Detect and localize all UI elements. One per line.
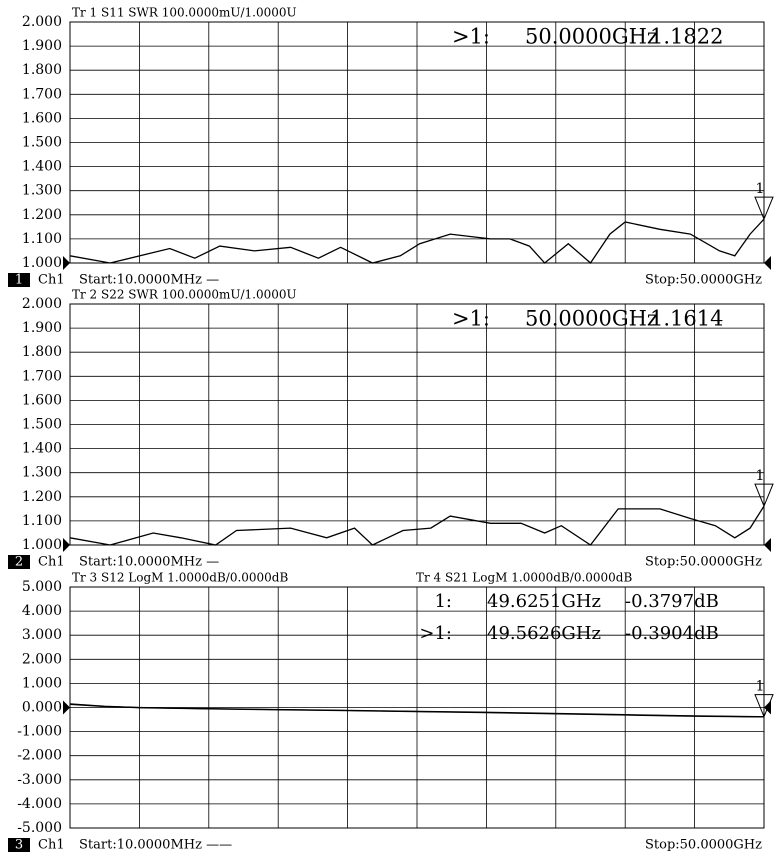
y-tick-label: 1.000 [22,537,62,553]
marker-frequency: 50.0000GHz [525,307,658,331]
y-tick-label: 2.000 [22,14,62,30]
y-tick-label: -5.000 [17,820,62,836]
marker-triangle [754,483,774,508]
marker-label: >1: [419,623,452,644]
trace-header: Tr 2 S22 SWR 100.0000mU/1.0000U [72,288,297,302]
marker-symbol: 1 [756,181,765,197]
trace-header: Tr 4 S21 LogM 1.0000dB/0.0000dB [416,571,632,585]
marker-symbol: 1 [756,679,765,695]
marker-value: 1.1614 [650,307,723,331]
marker-symbol: 1 [756,468,765,484]
marker-value: -0.3904dB [625,623,719,644]
channel-label: Ch1 [38,273,65,288]
y-tick-label: 1.400 [22,441,62,457]
y-tick-label: 1.900 [22,320,62,336]
stop-frequency: Stop:50.0000GHz [645,273,762,288]
start-frequency: Start:10.0000MHz — [79,273,219,288]
channel-box [8,273,30,287]
trace-header: Tr 3 S12 LogM 1.0000dB/0.0000dB [72,571,288,585]
y-tick-label: 1.000 [22,675,62,691]
y-tick-label: 1.200 [22,207,62,223]
stop-frequency: Stop:50.0000GHz [645,838,762,853]
channel-box [8,838,30,852]
y-tick-label: 1.500 [22,417,62,433]
reference-arrow [63,538,70,552]
marker-frequency: 50.0000GHz [525,25,658,49]
y-tick-label: 1.400 [22,159,62,175]
y-tick-label: 1.600 [22,110,62,126]
marker-triangle [754,694,774,718]
start-frequency: Start:10.0000MHz — [79,555,219,570]
y-tick-label: -4.000 [17,796,62,812]
channel-number: 2 [15,555,23,570]
y-tick-label: 3.000 [22,627,62,643]
y-tick-label: 1.600 [22,392,62,408]
y-tick-label: 1.200 [22,489,62,505]
y-tick-label: -3.000 [17,772,62,788]
reference-arrow [764,256,771,270]
y-tick-label: 0.000 [22,700,62,716]
y-tick-label: 1.300 [22,183,62,199]
y-tick-label: 1.800 [22,344,62,360]
y-tick-label: 1.800 [22,62,62,78]
marker-label: >1: [452,25,490,49]
reference-arrow [63,256,70,270]
trace [69,703,764,718]
y-tick-label: 1.700 [22,86,62,102]
channel-number: 1 [15,273,23,288]
channel-box [8,555,30,569]
y-tick-label: 1.100 [22,231,62,247]
y-tick-label: 1.500 [22,135,62,151]
y-tick-label: 1.100 [22,513,62,529]
reference-arrow [63,700,70,715]
reference-arrow [764,538,771,552]
trace [69,218,765,264]
y-tick-label: 5.000 [22,579,62,595]
stop-frequency: Stop:50.0000GHz [645,555,762,570]
channel-label: Ch1 [38,838,65,853]
marker-triangle [754,196,774,221]
y-tick-label: -2.000 [17,748,62,764]
marker-label: >1: [452,307,490,331]
trace [69,505,765,546]
marker-value: 1.1822 [650,25,723,49]
trace-header: Tr 1 S11 SWR 100.0000mU/1.0000U [72,6,297,20]
y-tick-label: 2.000 [22,651,62,667]
y-tick-label: 1.300 [22,465,62,481]
y-tick-label: 1.900 [22,38,62,54]
y-tick-label: 1.700 [22,368,62,384]
marker-frequency: 49.6251GHz [487,591,601,612]
channel-label: Ch1 [38,555,65,570]
y-tick-label: 4.000 [22,603,62,619]
marker-value: -0.3797dB [625,591,719,612]
marker-label: 1: [434,591,452,612]
y-tick-label: 1.000 [22,255,62,271]
y-tick-label: 2.000 [22,296,62,312]
channel-number: 3 [15,838,23,853]
y-tick-label: -1.000 [17,724,62,740]
marker-frequency: 49.5626GHz [487,623,601,644]
start-frequency: Start:10.0000MHz —— [79,838,232,853]
